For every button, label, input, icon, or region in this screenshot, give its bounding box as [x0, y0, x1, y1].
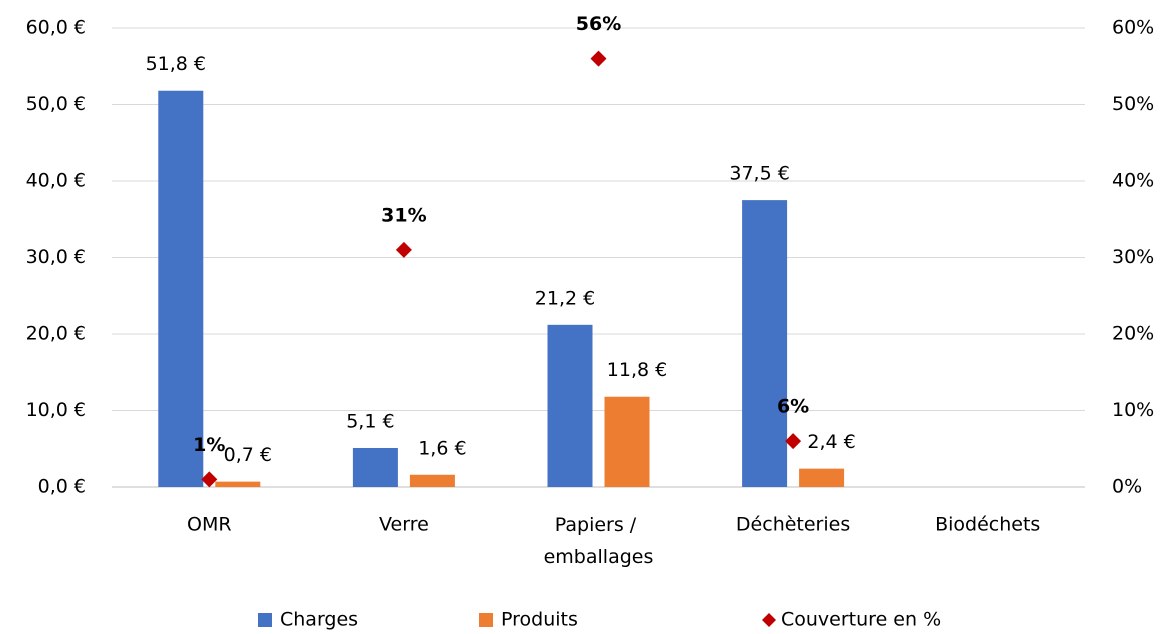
data-label: 11,8 €: [607, 359, 667, 381]
bar: [352, 447, 398, 487]
bar: [547, 324, 593, 487]
x-tick-label: OMR: [187, 514, 232, 536]
y-tick-label: 30,0 €: [26, 246, 86, 268]
x-tick-label: Déchèteries: [736, 514, 850, 536]
data-label: 21,2 €: [535, 287, 595, 309]
bar: [215, 481, 261, 487]
bar: [742, 200, 788, 487]
y2-tick-label: 0%: [1112, 476, 1142, 498]
legend-label: Charges: [280, 609, 358, 631]
y2-tick-label: 40%: [1112, 170, 1154, 192]
legend-marker: [762, 613, 776, 627]
marker: [785, 433, 802, 450]
data-label: 51,8 €: [146, 53, 206, 75]
y-tick-label: 10,0 €: [26, 399, 86, 421]
data-label: 6%: [777, 396, 809, 418]
data-label: 56%: [576, 13, 621, 35]
bar: [158, 90, 204, 487]
data-label: 31%: [381, 204, 426, 226]
x-tick-label: Verre: [379, 514, 429, 536]
y2-tick-label: 30%: [1112, 246, 1154, 268]
data-label: 2,4 €: [807, 431, 855, 453]
bar: [604, 396, 650, 487]
y2-tick-label: 20%: [1112, 323, 1154, 345]
marker: [201, 471, 218, 488]
data-label: 37,5 €: [729, 163, 789, 185]
data-label: 5,1 €: [346, 410, 394, 432]
legend-swatch: [258, 613, 272, 627]
y-tick-label: 50,0 €: [26, 93, 86, 115]
data-label: 1,6 €: [418, 437, 466, 459]
marker: [590, 50, 607, 67]
y-tick-label: 60,0 €: [26, 17, 86, 39]
y-tick-label: 0,0 €: [38, 476, 86, 498]
y2-tick-label: 50%: [1112, 93, 1154, 115]
bar: [799, 468, 845, 487]
x-tick-label: Biodéchets: [935, 514, 1040, 536]
marker: [395, 241, 412, 258]
data-label: 1%: [193, 434, 225, 456]
y2-tick-label: 60%: [1112, 17, 1154, 39]
legend-swatch: [479, 613, 493, 627]
y-tick-label: 40,0 €: [26, 170, 86, 192]
legend-label: Couverture en %: [781, 609, 941, 631]
bar: [409, 474, 455, 487]
y-tick-label: 20,0 €: [26, 323, 86, 345]
y2-tick-label: 10%: [1112, 399, 1154, 421]
data-label: 0,7 €: [224, 444, 272, 466]
legend-label: Produits: [501, 609, 578, 631]
x-tick-label: Papiers / emballages: [544, 514, 654, 568]
